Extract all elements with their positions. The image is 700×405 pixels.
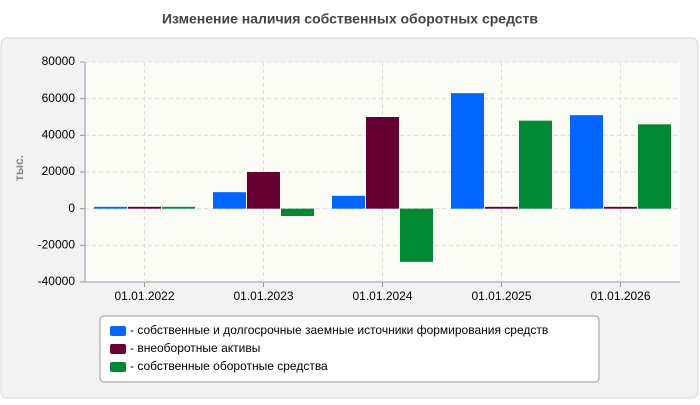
bar [638, 124, 671, 209]
x-tick-label: 01.01.2025 [471, 289, 531, 303]
x-tick-label: 01.01.2023 [233, 289, 293, 303]
bar [162, 206, 195, 209]
legend-label: - внеоборотные активы [130, 341, 260, 355]
y-tick-label: 80000 [42, 54, 76, 68]
y-tick-label: 40000 [42, 128, 76, 142]
bar [128, 206, 161, 209]
legend-swatch [110, 362, 126, 372]
y-tick-label: -40000 [38, 274, 76, 288]
bar [366, 117, 399, 209]
y-tick-label: -20000 [38, 238, 76, 252]
bar [332, 195, 365, 209]
bar [400, 208, 433, 262]
bar [485, 206, 518, 209]
bar [213, 192, 246, 209]
x-tick-label: 01.01.2024 [352, 289, 412, 303]
bar [604, 206, 637, 209]
legend [99, 315, 600, 383]
y-tick-label: 20000 [42, 164, 76, 178]
legend-swatch [110, 326, 126, 336]
x-tick-label: 01.01.2022 [114, 289, 174, 303]
bar [570, 115, 603, 209]
bar [451, 93, 484, 209]
legend-label: - собственные оборотные средства [130, 359, 328, 373]
y-tick-label: 60000 [42, 91, 76, 105]
x-tick-label: 01.01.2026 [590, 289, 650, 303]
chart-title: Изменение наличия собственных оборотных … [162, 11, 538, 27]
y-axis-label: тыс. [12, 155, 26, 181]
y-tick-label: 0 [68, 201, 75, 215]
bar [247, 172, 280, 209]
legend-swatch [110, 344, 126, 354]
bar [281, 208, 314, 216]
bar [94, 206, 127, 209]
legend-label: - собственные и долгосрочные заемные ист… [130, 323, 548, 337]
bar [519, 120, 552, 209]
